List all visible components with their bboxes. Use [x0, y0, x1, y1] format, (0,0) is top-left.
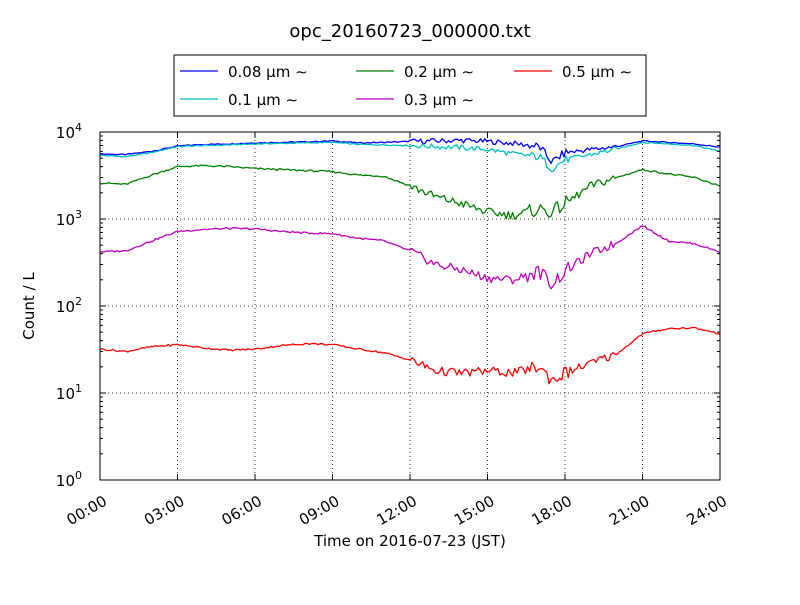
x-tick-label: 24:00 [684, 492, 730, 529]
x-tick-labels: 00:00 03:00 06:00 09:00 12:00 15:00 18:00 21:00… [64, 492, 730, 529]
series-line-1 [99, 141, 721, 173]
y-tick-label: 100 [56, 469, 82, 490]
legend-label: 0.2 μm ∼ [404, 63, 474, 81]
y-tick-label: 102 [56, 295, 82, 316]
x-tick-label: 12:00 [374, 492, 420, 529]
x-tick-label: 09:00 [296, 492, 342, 529]
series-line-4 [99, 326, 721, 385]
legend-label: 0.3 μm ∼ [404, 91, 474, 109]
y-tick-label: 101 [56, 382, 82, 403]
x-axis-label: Time on 2016-07-23 (JST) [313, 532, 506, 550]
y-axis-label: Count / L [20, 272, 38, 340]
legend-label: 0.08 μm ∼ [228, 63, 308, 81]
y-tick-label: 104 [56, 121, 82, 142]
x-tick-label: 18:00 [529, 492, 575, 529]
x-tick-label: 21:00 [606, 492, 652, 529]
legend-box [173, 54, 647, 117]
x-tick-label: 03:00 [141, 492, 187, 529]
chart-title: opc_20160723_000000.txt [289, 21, 530, 42]
legend-label: 0.5 μm ∼ [562, 63, 632, 81]
legend-label: 0.1 μm ∼ [228, 91, 298, 109]
x-tick-label: 00:00 [64, 492, 110, 529]
x-tick-label: 06:00 [219, 492, 265, 529]
series-layer [99, 137, 721, 385]
series-line-2 [99, 164, 721, 220]
series-line-3 [99, 225, 721, 290]
y-tick-label: 103 [56, 208, 82, 229]
grid [100, 132, 720, 480]
plot-frame [99, 131, 721, 481]
y-tick-labels: 100 101 102 103 104 [56, 121, 82, 490]
x-tick-label: 15:00 [451, 492, 497, 529]
series-line-0 [99, 137, 721, 165]
legend: 0.08 μm ∼ 0.1 μm ∼ 0.2 μm ∼ 0.3 μm ∼ 0.5 μm … [173, 54, 647, 117]
